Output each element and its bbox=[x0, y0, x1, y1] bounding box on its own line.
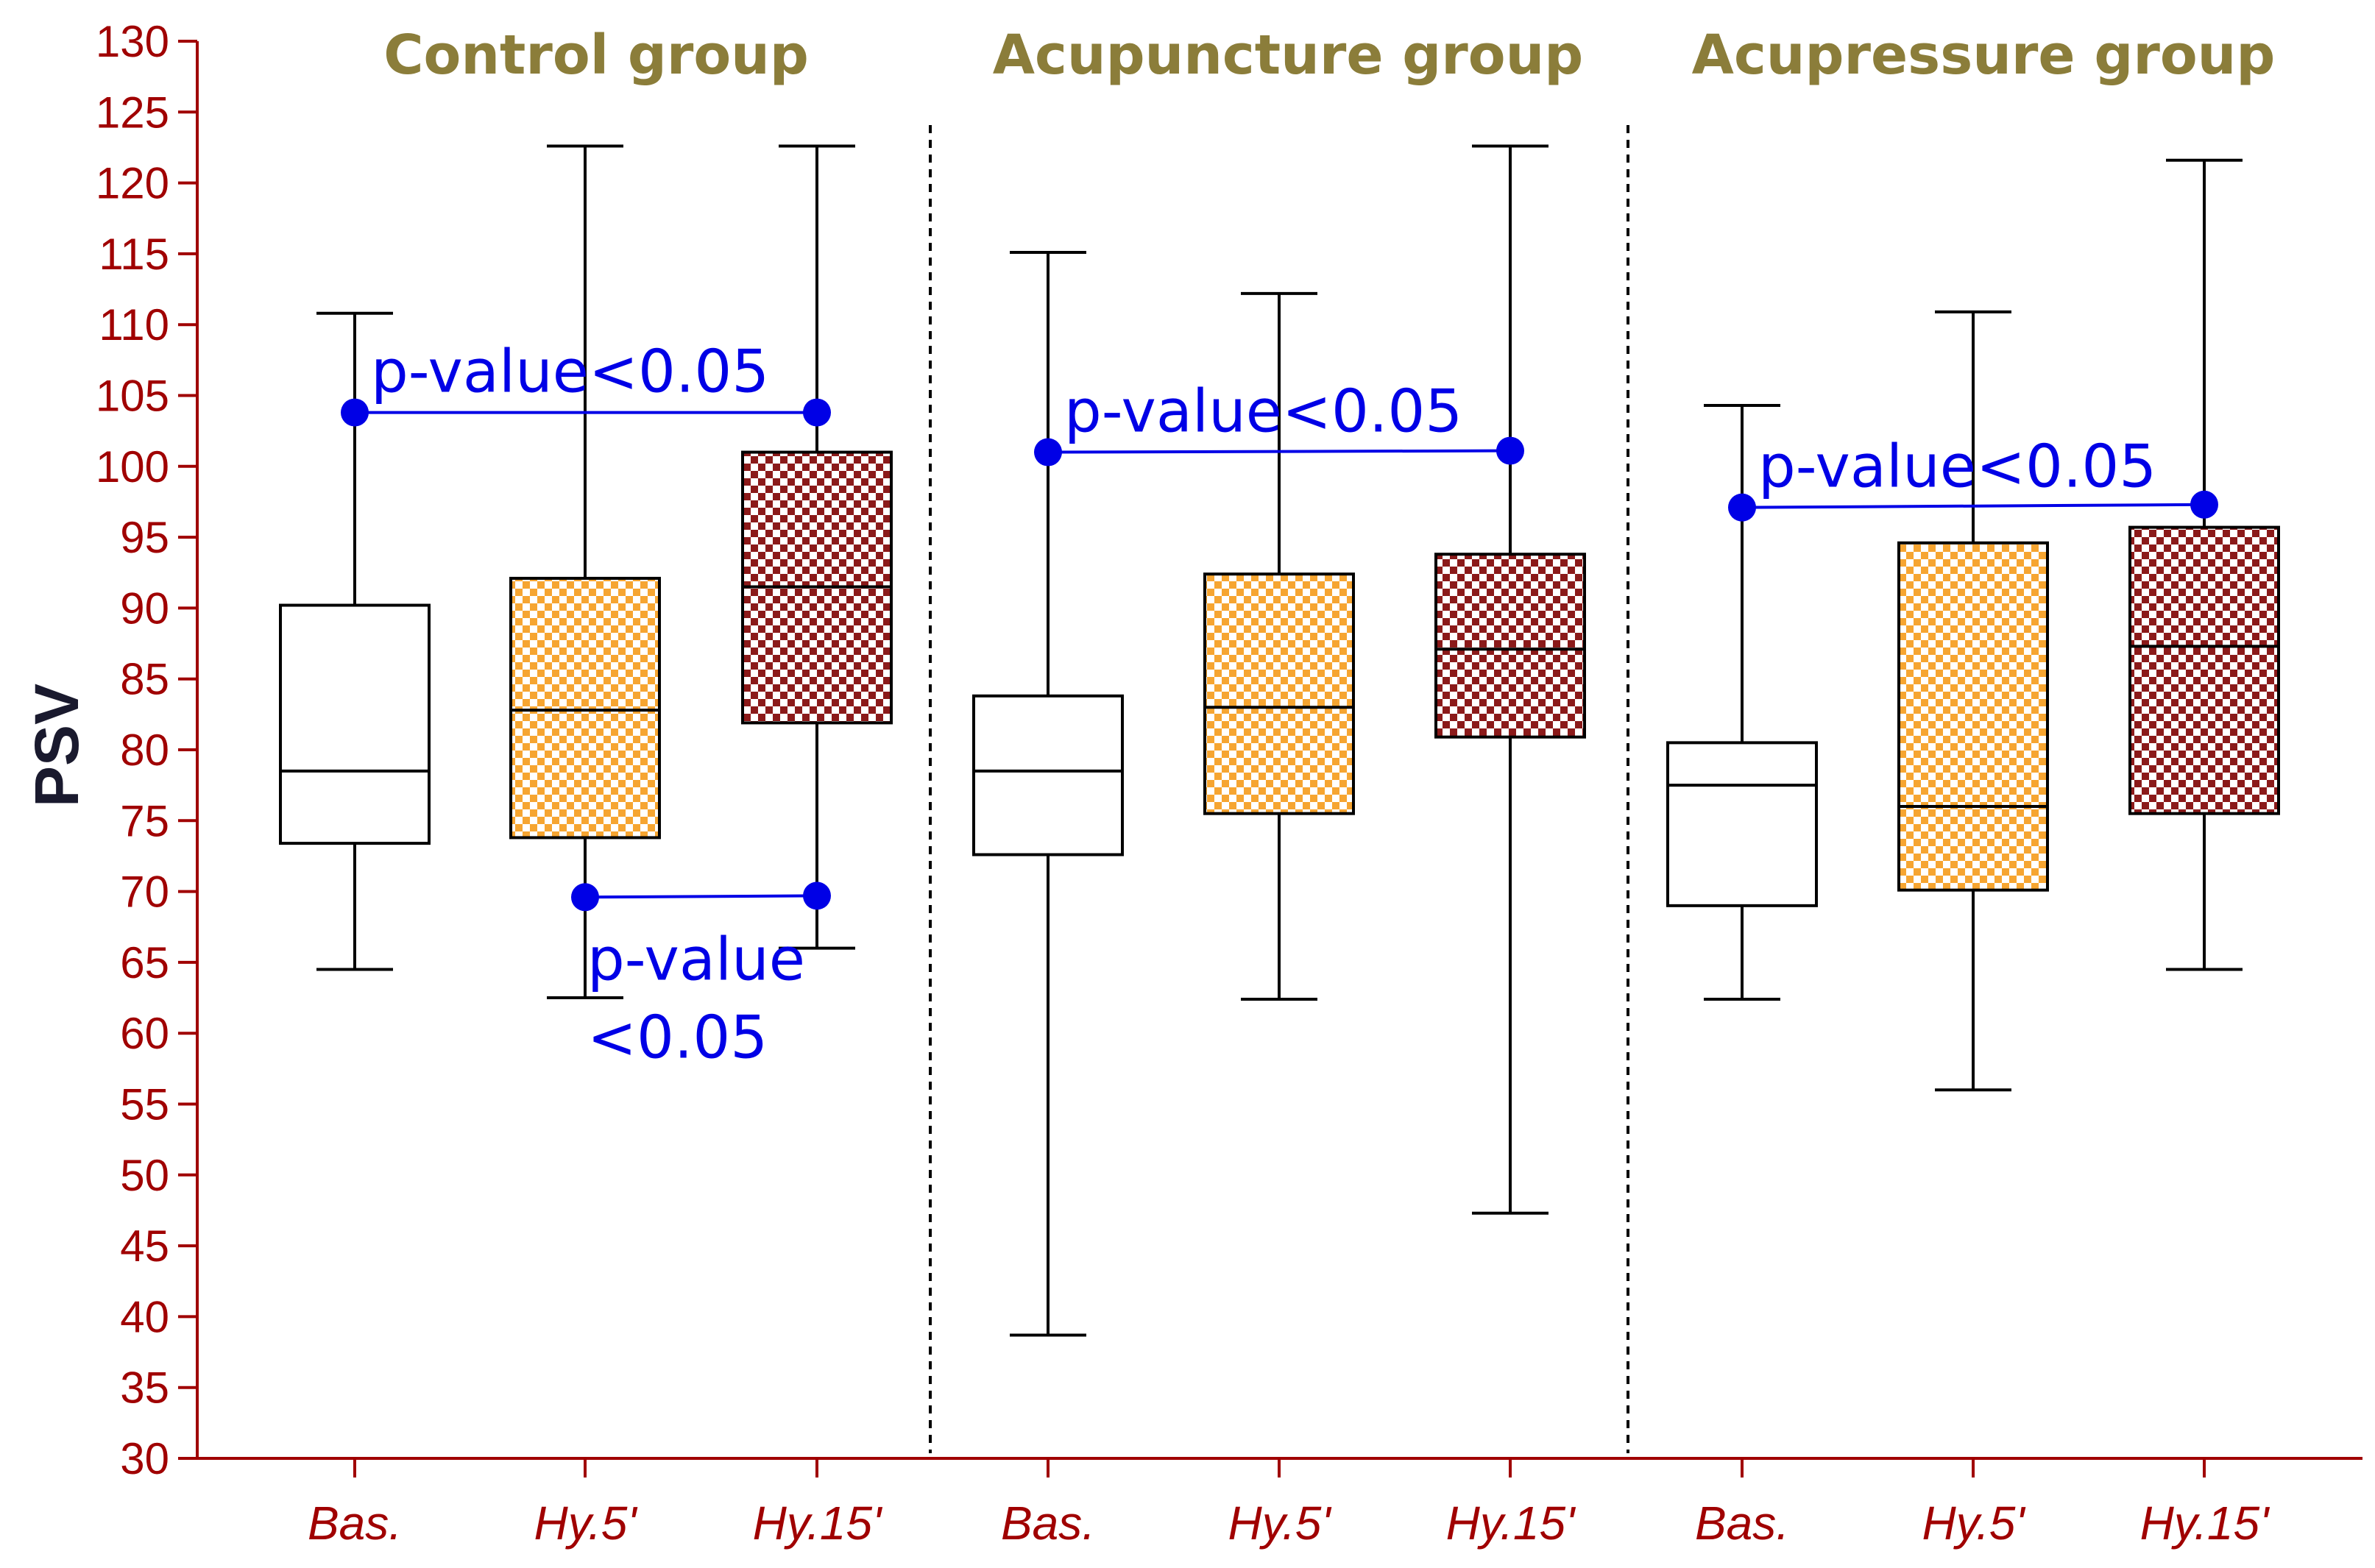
box-7 bbox=[1666, 403, 1818, 1001]
y-tick-label: 90 bbox=[120, 583, 169, 633]
y-tick-label: 85 bbox=[120, 655, 169, 704]
group-title: Control group bbox=[383, 24, 809, 87]
x-tick-label: Hy.5' bbox=[1922, 1497, 2026, 1550]
y-tick-label: 50 bbox=[120, 1151, 169, 1200]
y-tick-label: 130 bbox=[96, 17, 169, 66]
iqr-box bbox=[1897, 541, 2049, 892]
pvalue-point bbox=[1034, 438, 1062, 467]
iqr-box bbox=[1666, 741, 1818, 907]
labels-layer: Control group Acupuncture group Acupressur… bbox=[22, 24, 2275, 807]
x-tick-label: Hy.5' bbox=[1228, 1497, 1332, 1550]
iqr-box bbox=[509, 576, 661, 840]
group-title: Acupressure group bbox=[1692, 24, 2276, 87]
y-tick-label: 70 bbox=[120, 868, 169, 917]
y-tick-label: 45 bbox=[120, 1221, 169, 1271]
pvalue-annotation-3: p-value<0.05 bbox=[1034, 377, 1524, 467]
y-tick-label: 75 bbox=[120, 796, 169, 845]
y-tick-label: 30 bbox=[120, 1434, 169, 1483]
pvalue-label: p-value<0.05 bbox=[1064, 377, 1462, 446]
x-tick-label: Hy.15' bbox=[2140, 1497, 2270, 1550]
box-1 bbox=[279, 311, 431, 971]
y-tick-label: 115 bbox=[99, 230, 169, 279]
pvalue-label: p-value bbox=[587, 925, 805, 993]
y-tick-label: 110 bbox=[99, 300, 169, 350]
x-tick-label: Hy.5' bbox=[534, 1497, 638, 1550]
box-6 bbox=[1434, 144, 1586, 1215]
pvalue-connector bbox=[1047, 449, 1511, 454]
annotations-layer: p-value<0.05p-value<0.05p-value<0.05p-va… bbox=[341, 338, 2218, 1071]
boxes-layer bbox=[279, 144, 2280, 1337]
pvalue-label: p-value<0.05 bbox=[371, 338, 769, 406]
iqr-box bbox=[1434, 553, 1586, 739]
x-tick-label: Bas. bbox=[1695, 1497, 1789, 1550]
box-2 bbox=[509, 144, 661, 1000]
x-tick-label: Hy.15' bbox=[753, 1497, 883, 1550]
pvalue-point bbox=[803, 881, 831, 910]
iqr-box bbox=[2128, 525, 2280, 815]
box-8 bbox=[1897, 310, 2049, 1092]
group-separators bbox=[929, 125, 1629, 1453]
pvalue-annotation-1: p-value<0.05 bbox=[341, 338, 831, 427]
y-tick-label: 80 bbox=[120, 726, 169, 775]
pvalue-point bbox=[1496, 436, 1524, 465]
y-tick-label: 35 bbox=[120, 1363, 169, 1413]
pvalue-point bbox=[571, 883, 599, 912]
box-4 bbox=[972, 250, 1124, 1337]
group-title: Acupuncture group bbox=[993, 24, 1583, 87]
y-tick-label: 120 bbox=[96, 159, 169, 208]
pvalue-point bbox=[2190, 490, 2218, 519]
pvalue-annotation-2: p-value <0.05 bbox=[571, 881, 831, 1071]
y-tick-label: 125 bbox=[96, 88, 169, 137]
x-tick-label: Bas. bbox=[1001, 1497, 1095, 1550]
pvalue-point bbox=[803, 398, 831, 427]
box-9 bbox=[2128, 158, 2280, 971]
pvalue-label: p-value<0.05 bbox=[1758, 433, 2156, 501]
pvalue-annotation-4: p-value<0.05 bbox=[1728, 433, 2218, 522]
x-tick-label: Hy.15' bbox=[1446, 1497, 1576, 1550]
iqr-box bbox=[279, 603, 431, 845]
pvalue-point bbox=[341, 398, 369, 427]
pvalue-label: <0.05 bbox=[587, 1003, 768, 1071]
y-tick-label: 40 bbox=[120, 1292, 169, 1341]
x-tick-label: Bas. bbox=[308, 1497, 402, 1550]
pvalue-connector bbox=[584, 894, 818, 899]
iqr-box bbox=[1203, 572, 1355, 815]
y-tick-label: 95 bbox=[120, 513, 169, 562]
iqr-box bbox=[972, 694, 1124, 856]
pvalue-connector bbox=[1741, 503, 2205, 509]
y-tick-label: 55 bbox=[120, 1080, 169, 1129]
y-tick-label: 105 bbox=[96, 372, 169, 421]
y-tick-label: 100 bbox=[96, 442, 169, 492]
y-tick-label: 65 bbox=[120, 938, 169, 987]
y-tick-label: 60 bbox=[120, 1009, 169, 1058]
axes-layer: 30 35 40 45 50 55 60 65 70 75 80 85 90 95 100 105 110 115… bbox=[96, 17, 2362, 1550]
pvalue-point bbox=[1728, 493, 1756, 522]
y-axis-label: PSV bbox=[22, 684, 91, 807]
box-5 bbox=[1203, 291, 1355, 1001]
box-3 bbox=[741, 144, 893, 950]
